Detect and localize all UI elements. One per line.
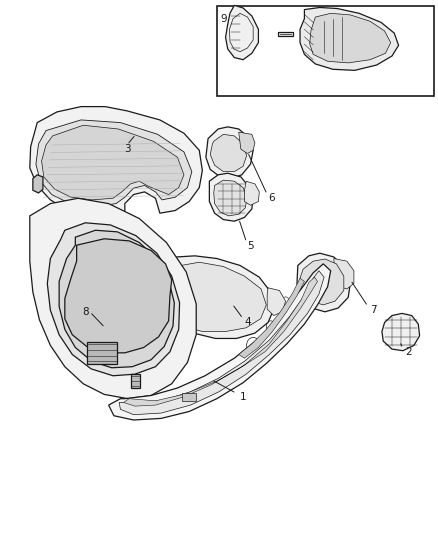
Polygon shape (30, 107, 202, 217)
Polygon shape (226, 5, 258, 60)
Text: 7: 7 (370, 305, 377, 315)
Text: 9: 9 (220, 14, 227, 23)
Text: 1: 1 (240, 392, 247, 402)
Polygon shape (30, 198, 196, 399)
Polygon shape (87, 342, 117, 364)
Polygon shape (209, 173, 253, 221)
Polygon shape (36, 120, 192, 207)
Polygon shape (310, 13, 391, 63)
Polygon shape (382, 313, 420, 351)
Ellipse shape (183, 286, 236, 309)
Polygon shape (145, 262, 266, 332)
Polygon shape (334, 259, 354, 289)
Text: 3: 3 (124, 144, 131, 154)
Polygon shape (300, 259, 344, 305)
Polygon shape (109, 264, 331, 420)
Polygon shape (278, 32, 293, 36)
Polygon shape (59, 230, 174, 368)
Text: 5: 5 (247, 241, 254, 251)
FancyBboxPatch shape (217, 6, 434, 96)
Polygon shape (239, 132, 255, 154)
Polygon shape (214, 180, 247, 216)
Polygon shape (65, 239, 172, 353)
Text: 6: 6 (268, 193, 275, 203)
Polygon shape (138, 256, 274, 338)
Polygon shape (33, 175, 43, 193)
Polygon shape (244, 181, 259, 205)
Text: 4: 4 (244, 318, 251, 327)
Polygon shape (239, 278, 304, 358)
Polygon shape (210, 134, 247, 172)
Polygon shape (119, 271, 324, 415)
Polygon shape (131, 374, 140, 388)
Polygon shape (297, 253, 350, 312)
Polygon shape (300, 7, 399, 70)
Text: 8: 8 (82, 307, 89, 317)
Polygon shape (206, 127, 253, 179)
Polygon shape (267, 288, 286, 316)
Polygon shape (124, 277, 318, 406)
Polygon shape (182, 393, 196, 401)
Text: 2: 2 (405, 347, 412, 357)
Polygon shape (42, 125, 184, 200)
Polygon shape (47, 223, 180, 376)
